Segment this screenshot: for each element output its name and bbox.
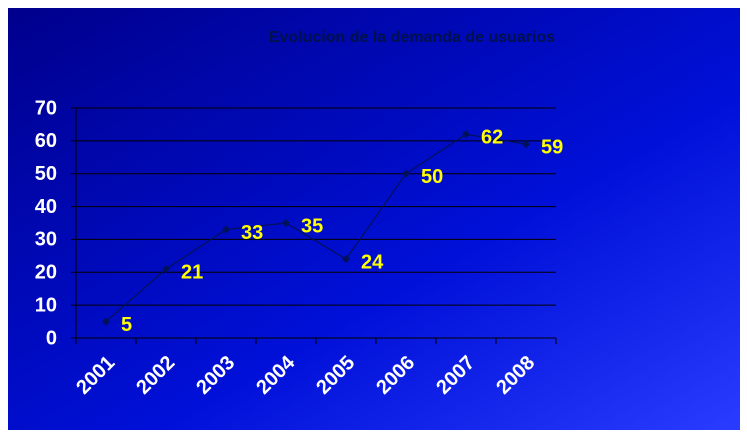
y-tick-label: 70: [35, 97, 57, 119]
y-tick-label: 30: [35, 229, 57, 251]
data-line: [105, 133, 527, 323]
data-label: 5: [121, 314, 132, 336]
data-label: 62: [481, 127, 503, 149]
data-marker: [282, 219, 290, 227]
data-label: 35: [301, 215, 323, 237]
y-tick-label: 20: [35, 262, 57, 284]
y-tick-label: 60: [35, 130, 57, 152]
data-label: 33: [241, 222, 263, 244]
data-marker: [462, 130, 470, 139]
y-tick-label: 50: [35, 163, 57, 185]
data-label: 59: [541, 136, 563, 158]
data-marker: [162, 265, 170, 273]
y-tick-label: 0: [46, 327, 57, 349]
y-tick-label: 40: [35, 196, 57, 218]
data-marker: [102, 317, 110, 326]
data-label: 21: [181, 261, 203, 283]
chart-title: Evolucion de la demanda de usuarios: [269, 29, 555, 46]
data-marker: [342, 255, 350, 264]
data-marker: [402, 169, 410, 178]
data-label: 24: [361, 251, 384, 273]
data-marker: [222, 225, 230, 234]
data-label: 50: [421, 166, 443, 188]
data-marker: [522, 140, 530, 149]
y-tick-label: 10: [35, 294, 57, 316]
